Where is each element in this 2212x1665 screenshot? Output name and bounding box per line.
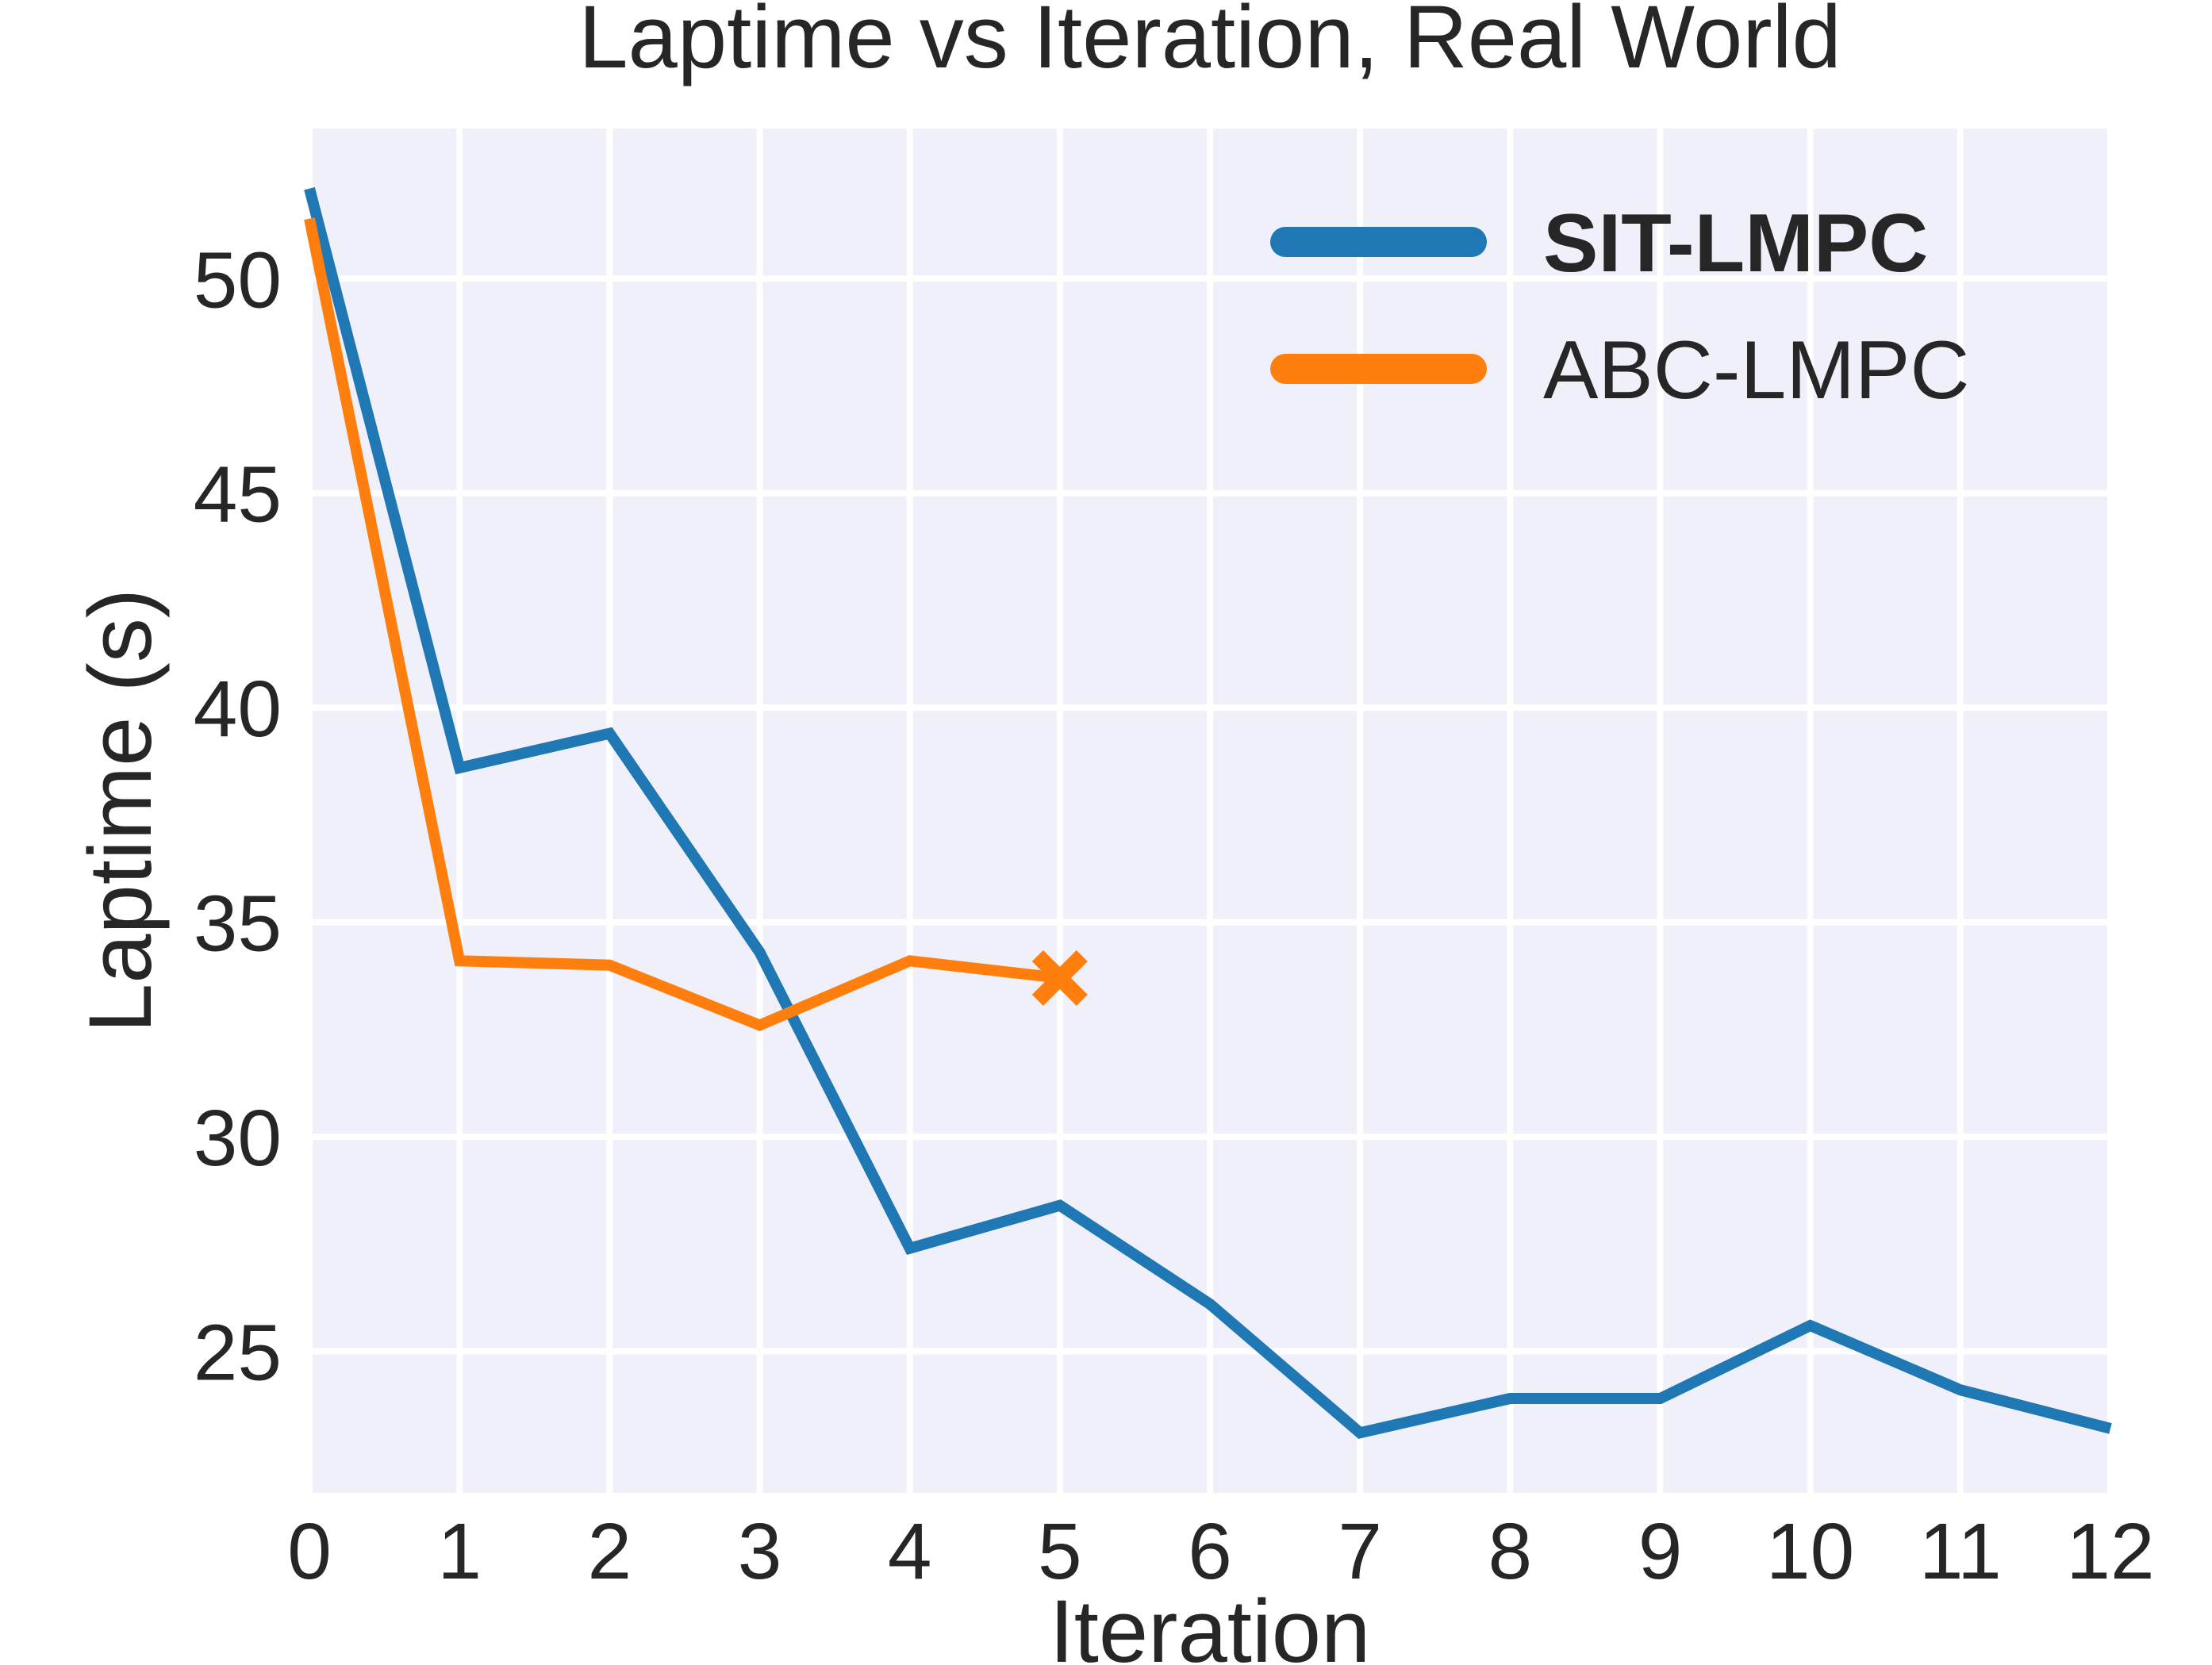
y-tick-label: 40 — [194, 665, 282, 754]
y-axis-label: Laptime (s) — [71, 589, 170, 1033]
y-tick-label: 25 — [194, 1309, 282, 1398]
x-tick-label: 10 — [1766, 1507, 1854, 1596]
y-tick-label: 35 — [194, 880, 282, 969]
x-tick-label: 2 — [588, 1507, 632, 1596]
x-tick-label: 8 — [1488, 1507, 1533, 1596]
legend-label: ABC-LMPC — [1543, 324, 1969, 416]
x-tick-label: 12 — [2066, 1507, 2154, 1596]
x-tick-label: 4 — [888, 1507, 932, 1596]
x-tick-label: 1 — [437, 1507, 482, 1596]
series-layer — [304, 186, 2112, 1439]
series-line-1 — [304, 217, 1061, 1032]
x-tick-label: 11 — [1919, 1507, 2002, 1596]
x-tick-label: 3 — [738, 1507, 782, 1596]
x-axis-label: Iteration — [1050, 1582, 1371, 1665]
y-tick-label: 50 — [194, 236, 282, 324]
x-tick-label: 0 — [287, 1507, 332, 1596]
legend: SIT-LMPC ABC-LMPC — [1270, 198, 1969, 416]
x-tick-label: 6 — [1188, 1507, 1232, 1596]
series-line-0 — [304, 186, 2112, 1439]
y-tick-label: 45 — [194, 451, 282, 539]
y-tick-label: 30 — [194, 1094, 282, 1183]
x-tick-label: 5 — [1038, 1507, 1082, 1596]
x-tick-label: 7 — [1338, 1507, 1382, 1596]
x-tick-label: 9 — [1638, 1507, 1683, 1596]
series-end-marker — [1031, 950, 1088, 1007]
legend-label: SIT-LMPC — [1543, 198, 1928, 290]
chart-title: Laptime vs Iteration, Real World — [578, 0, 1841, 86]
